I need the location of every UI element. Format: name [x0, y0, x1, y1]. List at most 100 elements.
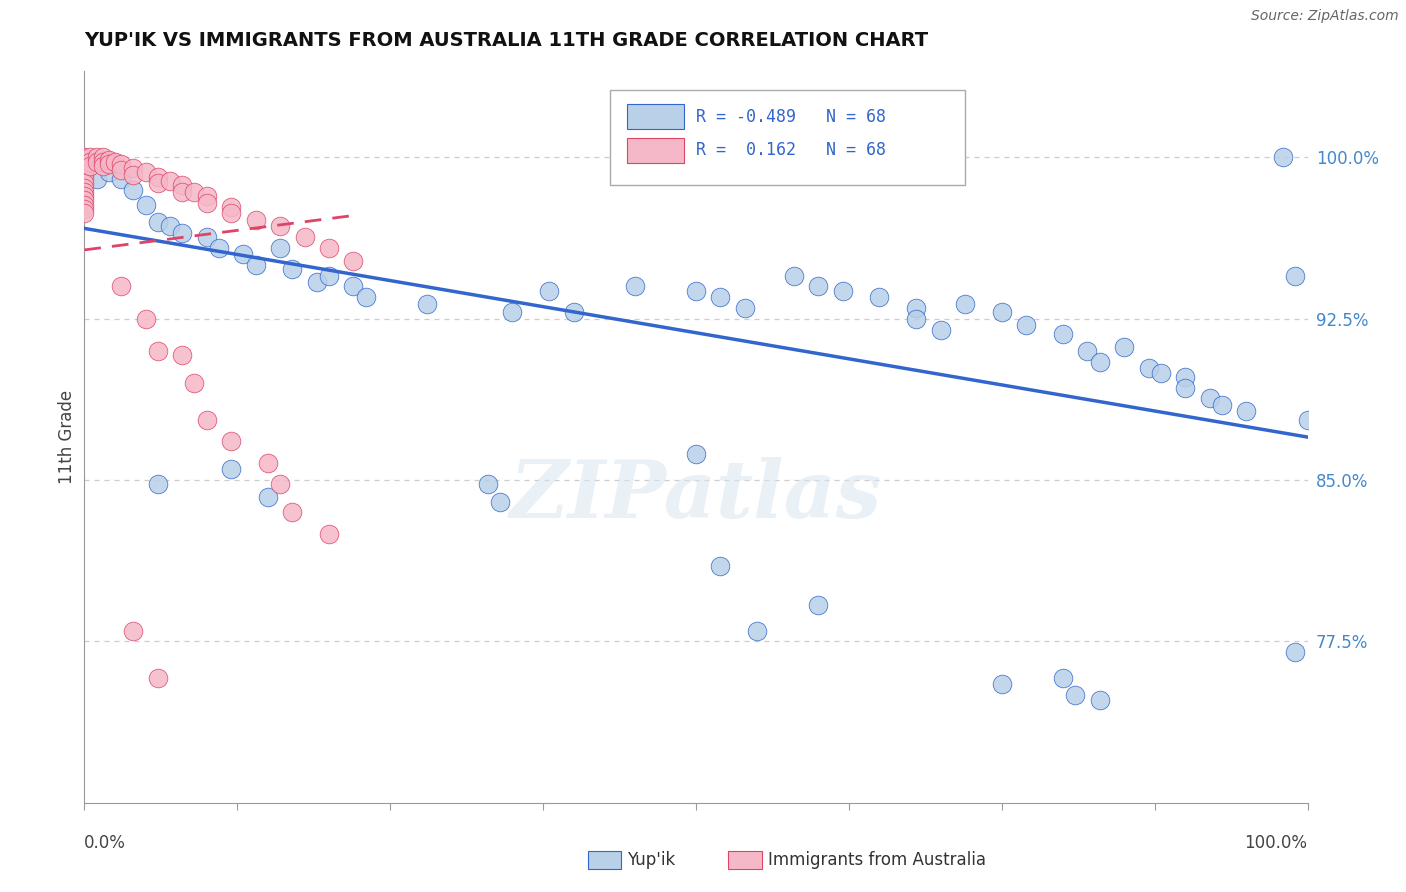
Point	[73, 176, 96, 190]
Point	[110, 172, 132, 186]
Point	[172, 178, 194, 193]
Point	[1076, 344, 1098, 359]
Point	[538, 284, 561, 298]
Point	[318, 241, 340, 255]
Point	[709, 559, 731, 574]
Point	[245, 258, 267, 272]
Point	[1088, 692, 1111, 706]
FancyBboxPatch shape	[610, 90, 965, 185]
Point	[1064, 688, 1087, 702]
Point	[416, 296, 439, 310]
Point	[146, 176, 169, 190]
Point	[281, 505, 304, 519]
Text: ZIPatlas: ZIPatlas	[510, 457, 882, 534]
Point	[73, 159, 96, 173]
Point	[110, 157, 132, 171]
Point	[195, 230, 218, 244]
Point	[281, 262, 304, 277]
Point	[195, 195, 218, 210]
Point	[97, 157, 120, 171]
Point	[1052, 671, 1074, 685]
Point	[110, 279, 132, 293]
Point	[86, 150, 108, 164]
Point	[953, 296, 976, 310]
Point	[1296, 413, 1319, 427]
Point	[685, 447, 707, 461]
Point	[183, 185, 205, 199]
FancyBboxPatch shape	[627, 138, 683, 162]
Point	[135, 311, 157, 326]
Point	[172, 226, 194, 240]
Point	[477, 477, 499, 491]
Point	[245, 212, 267, 227]
Point	[1272, 150, 1295, 164]
Point	[73, 194, 96, 208]
Point	[219, 462, 242, 476]
Point	[73, 150, 96, 164]
Text: 0.0%: 0.0%	[84, 834, 127, 852]
Point	[86, 172, 108, 186]
Point	[172, 348, 194, 362]
Point	[73, 154, 96, 169]
Point	[1088, 355, 1111, 369]
Point	[342, 279, 364, 293]
Point	[1137, 361, 1160, 376]
Text: YUP'IK VS IMMIGRANTS FROM AUSTRALIA 11TH GRADE CORRELATION CHART: YUP'IK VS IMMIGRANTS FROM AUSTRALIA 11TH…	[84, 31, 928, 50]
Point	[122, 161, 145, 176]
Point	[1174, 369, 1197, 384]
Point	[1174, 381, 1197, 395]
Point	[991, 677, 1014, 691]
Text: R = -0.489   N = 68: R = -0.489 N = 68	[696, 108, 886, 126]
Point	[489, 494, 512, 508]
Point	[73, 202, 96, 216]
Text: Yup'ik: Yup'ik	[627, 851, 675, 869]
Point	[135, 198, 157, 212]
Point	[219, 206, 242, 220]
Text: 100.0%: 100.0%	[1244, 834, 1308, 852]
Point	[146, 215, 169, 229]
Point	[135, 165, 157, 179]
Point	[79, 150, 101, 164]
Point	[86, 154, 108, 169]
Point	[97, 153, 120, 167]
Point	[1114, 340, 1136, 354]
Point	[208, 241, 231, 255]
Point	[929, 322, 952, 336]
Point	[257, 491, 280, 505]
Point	[807, 598, 830, 612]
Point	[73, 206, 96, 220]
Point	[122, 183, 145, 197]
Point	[232, 247, 254, 261]
Point	[294, 230, 316, 244]
Point	[159, 174, 181, 188]
Point	[342, 253, 364, 268]
Point	[257, 456, 280, 470]
Point	[73, 180, 96, 194]
Point	[91, 159, 114, 173]
Point	[1015, 318, 1038, 333]
Point	[146, 477, 169, 491]
Point	[305, 275, 328, 289]
Point	[79, 154, 101, 169]
Point	[269, 241, 291, 255]
Point	[624, 279, 647, 293]
Point	[905, 311, 928, 326]
Point	[502, 305, 524, 319]
Point	[318, 527, 340, 541]
Point	[219, 434, 242, 449]
Point	[831, 284, 853, 298]
Point	[318, 268, 340, 283]
Point	[1284, 268, 1306, 283]
Point	[91, 154, 114, 169]
Point	[97, 154, 120, 169]
Point	[869, 290, 891, 304]
Point	[73, 163, 96, 178]
Point	[709, 290, 731, 304]
Point	[110, 163, 132, 178]
Point	[1236, 404, 1258, 418]
Point	[1052, 326, 1074, 341]
Point	[685, 284, 707, 298]
Point	[146, 344, 169, 359]
Point	[73, 185, 96, 199]
Text: R =  0.162   N = 68: R = 0.162 N = 68	[696, 141, 886, 160]
